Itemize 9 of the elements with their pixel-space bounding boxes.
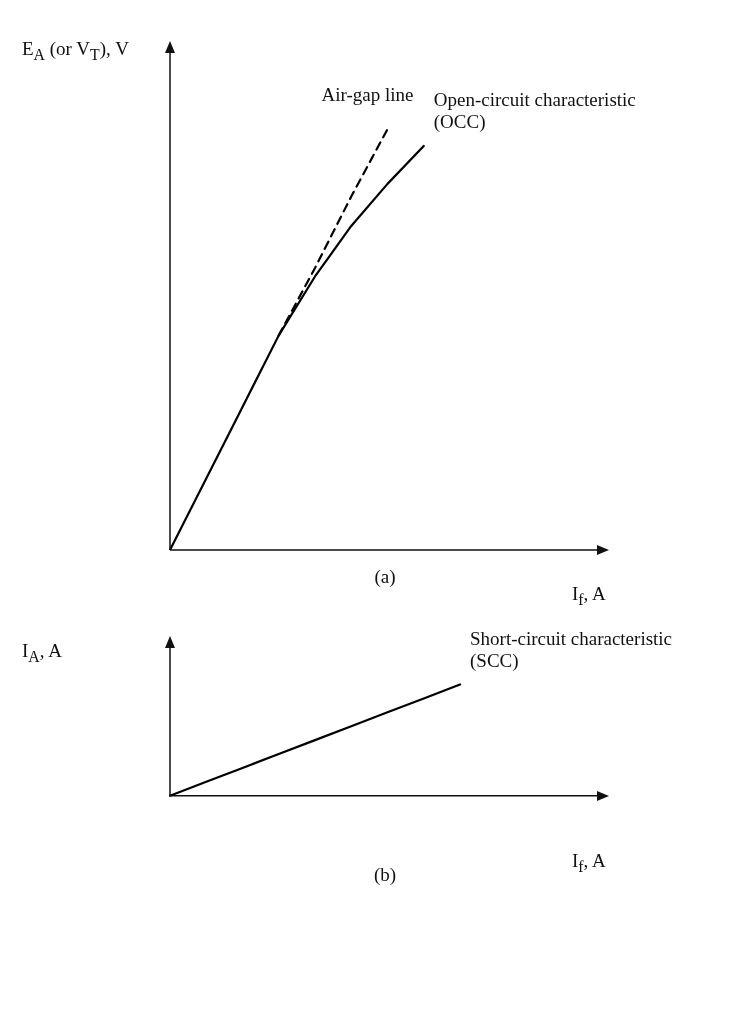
- text: (b): [373, 864, 397, 886]
- text: (a): [374, 566, 396, 588]
- series-label: Air-gap line: [321, 84, 414, 106]
- x-axis-title: I$_{f}$, A: [572, 850, 606, 876]
- x-axis-title: I$_{f}$, A: [572, 583, 606, 609]
- series-label: Open-circuit characteristic (OCC): [433, 89, 636, 133]
- series-label: Short-circuit characteristic (SCC): [470, 627, 673, 672]
- y-axis-title: E$_{A}$ (or V$_{T}$), V: [22, 38, 129, 64]
- y-axis-title: I$_{A}$, A: [22, 640, 62, 666]
